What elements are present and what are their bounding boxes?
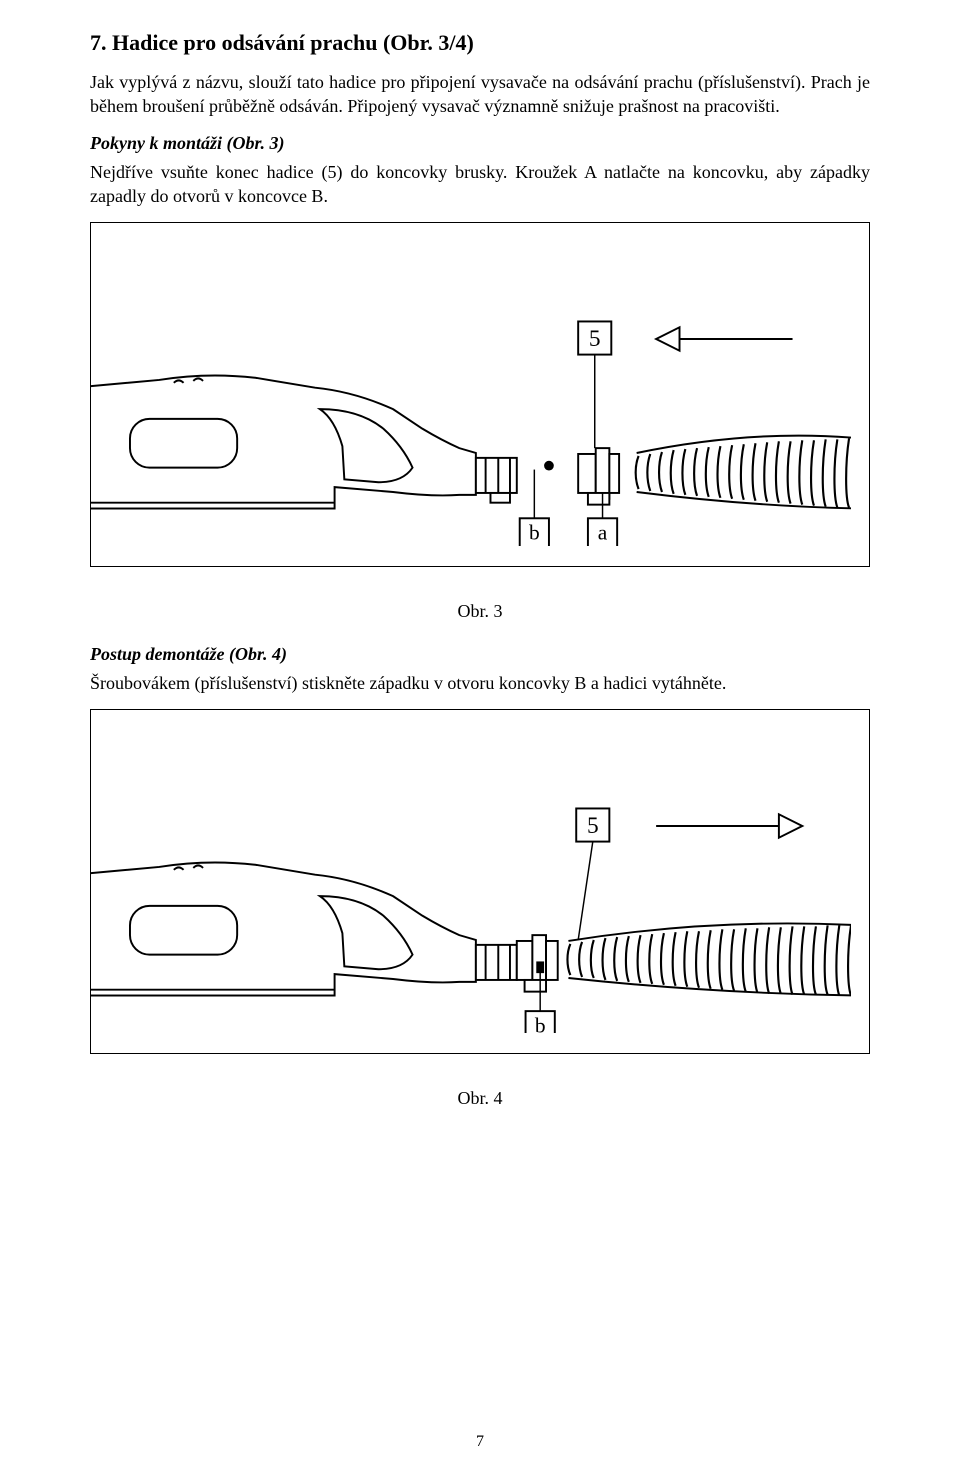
figure-4-caption: Obr. 4 bbox=[90, 1088, 870, 1109]
paragraph-assembly: Nejdříve vsuňte konec hadice (5) do konc… bbox=[90, 160, 870, 209]
paragraph-intro: Jak vyplývá z názvu, slouží tato hadice … bbox=[90, 70, 870, 119]
label-b-text: b bbox=[529, 521, 540, 545]
label-a-text: a bbox=[598, 521, 608, 545]
figure-3-box: 5 b a bbox=[90, 222, 870, 567]
callout-5: 5 bbox=[576, 809, 609, 941]
callout-5-text: 5 bbox=[587, 813, 599, 839]
paragraph-disassembly: Šroubovákem (příslušenství) stiskněte zá… bbox=[90, 671, 870, 695]
figure-3-caption: Obr. 3 bbox=[90, 601, 870, 622]
page-number: 7 bbox=[0, 1433, 960, 1451]
assembly-heading: Pokyny k montáži (Obr. 3) bbox=[90, 133, 870, 154]
callout-5: 5 bbox=[578, 322, 611, 449]
disassembly-heading: Postup demontáže (Obr. 4) bbox=[90, 644, 870, 665]
callout-5-text: 5 bbox=[589, 326, 601, 352]
insert-arrow-left-icon bbox=[656, 327, 792, 350]
label-b-text: b bbox=[535, 1014, 546, 1033]
section-title: 7. Hadice pro odsávání prachu (Obr. 3/4) bbox=[90, 30, 870, 56]
figure-4-diagram: 5 b bbox=[91, 750, 851, 1033]
figure-4-box: 5 b bbox=[90, 709, 870, 1054]
label-b: b bbox=[520, 470, 549, 546]
remove-arrow-right-icon bbox=[656, 814, 802, 837]
figure-3-diagram: 5 b a bbox=[91, 263, 851, 546]
